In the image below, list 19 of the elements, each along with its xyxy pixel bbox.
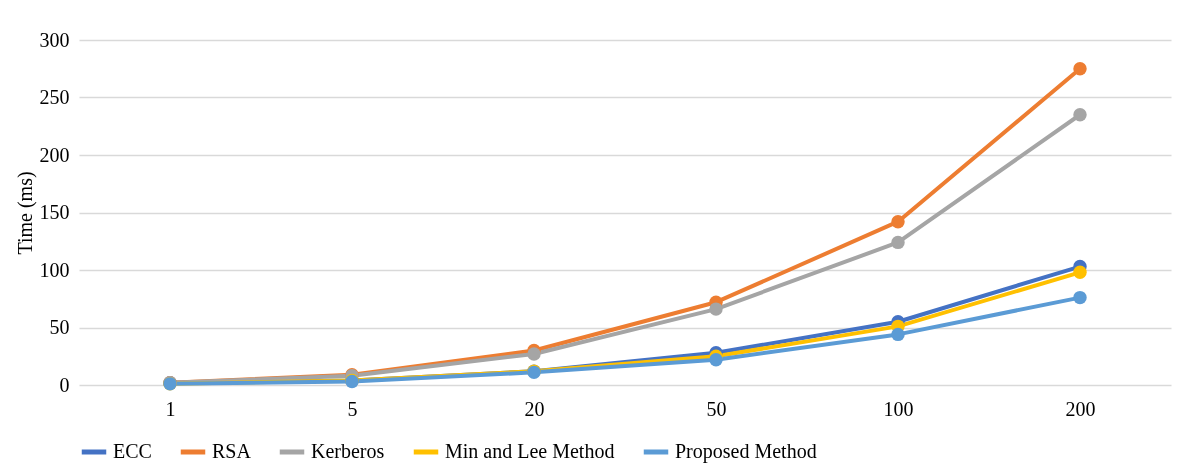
y-tick-label: 300 — [39, 28, 70, 51]
x-tick-label: 20 — [524, 397, 545, 420]
legend-label: Kerberos — [311, 440, 385, 462]
y-tick-label: 0 — [59, 373, 70, 396]
y-tick-label: 200 — [39, 143, 70, 166]
x-tick-label: 5 — [347, 397, 358, 420]
y-tick-label: 250 — [39, 86, 70, 108]
legend-label: Proposed Method — [675, 440, 817, 463]
x-tick-label: 100 — [883, 397, 914, 420]
legend-label: Min and Lee Method — [445, 440, 615, 462]
x-tick-label: 1 — [165, 397, 176, 420]
x-tick-label: 200 — [1065, 397, 1096, 420]
y-tick-label: 100 — [39, 258, 70, 281]
y-axis-title: Time (ms) — [13, 171, 37, 255]
legend-label: ECC — [113, 440, 152, 462]
y-tick-label: 150 — [39, 201, 70, 223]
x-tick-label: 50 — [706, 397, 727, 420]
y-tick-label: 50 — [49, 316, 70, 338]
legend-label: RSA — [212, 440, 252, 462]
